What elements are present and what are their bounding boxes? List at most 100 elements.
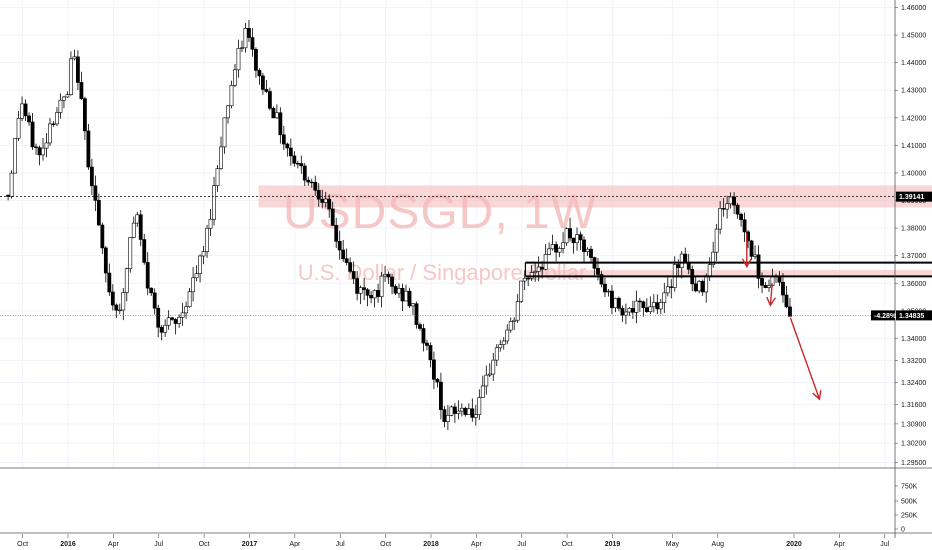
candle-down (554, 244, 558, 253)
candle-down (568, 228, 572, 239)
candle-down (110, 291, 115, 306)
candle-up (606, 290, 611, 293)
candle-up (198, 255, 202, 275)
candle-up (177, 316, 182, 324)
candle-down (250, 37, 255, 50)
candle-up (494, 347, 499, 361)
resistance-price-label: 1.39141 (899, 194, 924, 201)
candle-up (519, 280, 524, 302)
candle-up (358, 287, 363, 294)
x-tick-label: Apr (108, 541, 120, 548)
candle-down (617, 297, 621, 309)
candle-up (72, 56, 77, 60)
candle-down (526, 277, 531, 280)
candle-down (159, 326, 164, 333)
last-price-badge (896, 310, 932, 321)
x-tick-label: Aug (712, 541, 725, 548)
candle-up (547, 248, 552, 255)
candle-down (732, 196, 737, 206)
x-tick-label: Apr (834, 541, 846, 548)
candle-up (128, 237, 133, 269)
candle-up (477, 397, 482, 415)
candle-down (644, 307, 649, 312)
candle-up (704, 275, 709, 293)
candle-down (683, 253, 688, 264)
x-tick-label: Oct (380, 541, 391, 548)
candle-up (613, 297, 618, 309)
candle-up (679, 253, 684, 269)
candle-up (505, 329, 510, 342)
candle-down (676, 264, 681, 269)
candle-up (372, 290, 377, 299)
x-tick-label: Jul (517, 541, 526, 548)
candle-up (121, 292, 126, 311)
candle-up (9, 172, 14, 197)
candle-up (484, 374, 489, 387)
candle-up (219, 146, 223, 169)
candle-up (508, 321, 513, 331)
candle-up (665, 286, 670, 294)
candle-up (697, 280, 702, 292)
candle-down (435, 379, 440, 383)
candle-up (233, 69, 237, 86)
candle-up (184, 306, 189, 314)
candle-down (641, 301, 646, 308)
candle-down (285, 143, 290, 149)
axes (0, 0, 932, 538)
candle-up (117, 309, 122, 312)
y-tick-label: 1.34000 (901, 336, 926, 343)
candle-down (599, 274, 604, 285)
candle-up (222, 117, 227, 148)
candle-up (187, 291, 192, 307)
candle-up (714, 228, 719, 253)
candle-down (439, 381, 443, 410)
candle-down (365, 289, 370, 296)
change-badge (871, 310, 895, 321)
candle-down (620, 308, 625, 316)
candle-up (564, 228, 569, 244)
candle-down (320, 198, 325, 203)
candle-down (348, 262, 353, 272)
y-tick-label: 1.31600 (901, 402, 926, 409)
candle-down (571, 237, 576, 244)
candle-down (721, 208, 726, 210)
candle-down (295, 163, 300, 165)
candle-down (292, 155, 297, 164)
x-tick-label: Apr (471, 541, 483, 548)
candle-up (383, 274, 387, 277)
x-tick-label: May (666, 541, 680, 548)
candle-down (414, 303, 419, 325)
candle-down (463, 407, 468, 415)
candle-up (711, 251, 716, 265)
resistance-price-badge (896, 191, 932, 202)
candle-down (781, 281, 785, 296)
candle-down (103, 247, 108, 274)
candle-down (362, 287, 367, 290)
zones (258, 185, 932, 276)
y-tick-label: 1.37000 (901, 253, 926, 260)
y-tick-label: 1.40000 (901, 170, 926, 177)
candle-down (107, 272, 112, 293)
candle-down (82, 98, 87, 132)
candle-up (651, 302, 656, 308)
candle-down (700, 280, 705, 293)
x-tick-label: Jul (880, 541, 889, 548)
candle-up (533, 271, 538, 273)
candle-down (540, 266, 545, 270)
drop-arrow-2 (769, 283, 773, 306)
candle-up (718, 208, 723, 230)
x-tick-label: 2016 (60, 541, 76, 548)
candle-up (404, 290, 408, 302)
drop-arrow-1-head (741, 258, 752, 269)
candle-down (393, 286, 398, 294)
candle-up (215, 168, 220, 186)
candle-up (456, 410, 461, 414)
candle-down (281, 134, 286, 145)
candle-down (114, 304, 119, 311)
candle-down (337, 241, 342, 251)
y-tick-label: 1.38000 (901, 226, 926, 233)
candle-up (550, 244, 555, 250)
y-tick-label: 1.30900 (901, 421, 926, 428)
y-tick-label: 1.44000 (901, 60, 926, 67)
